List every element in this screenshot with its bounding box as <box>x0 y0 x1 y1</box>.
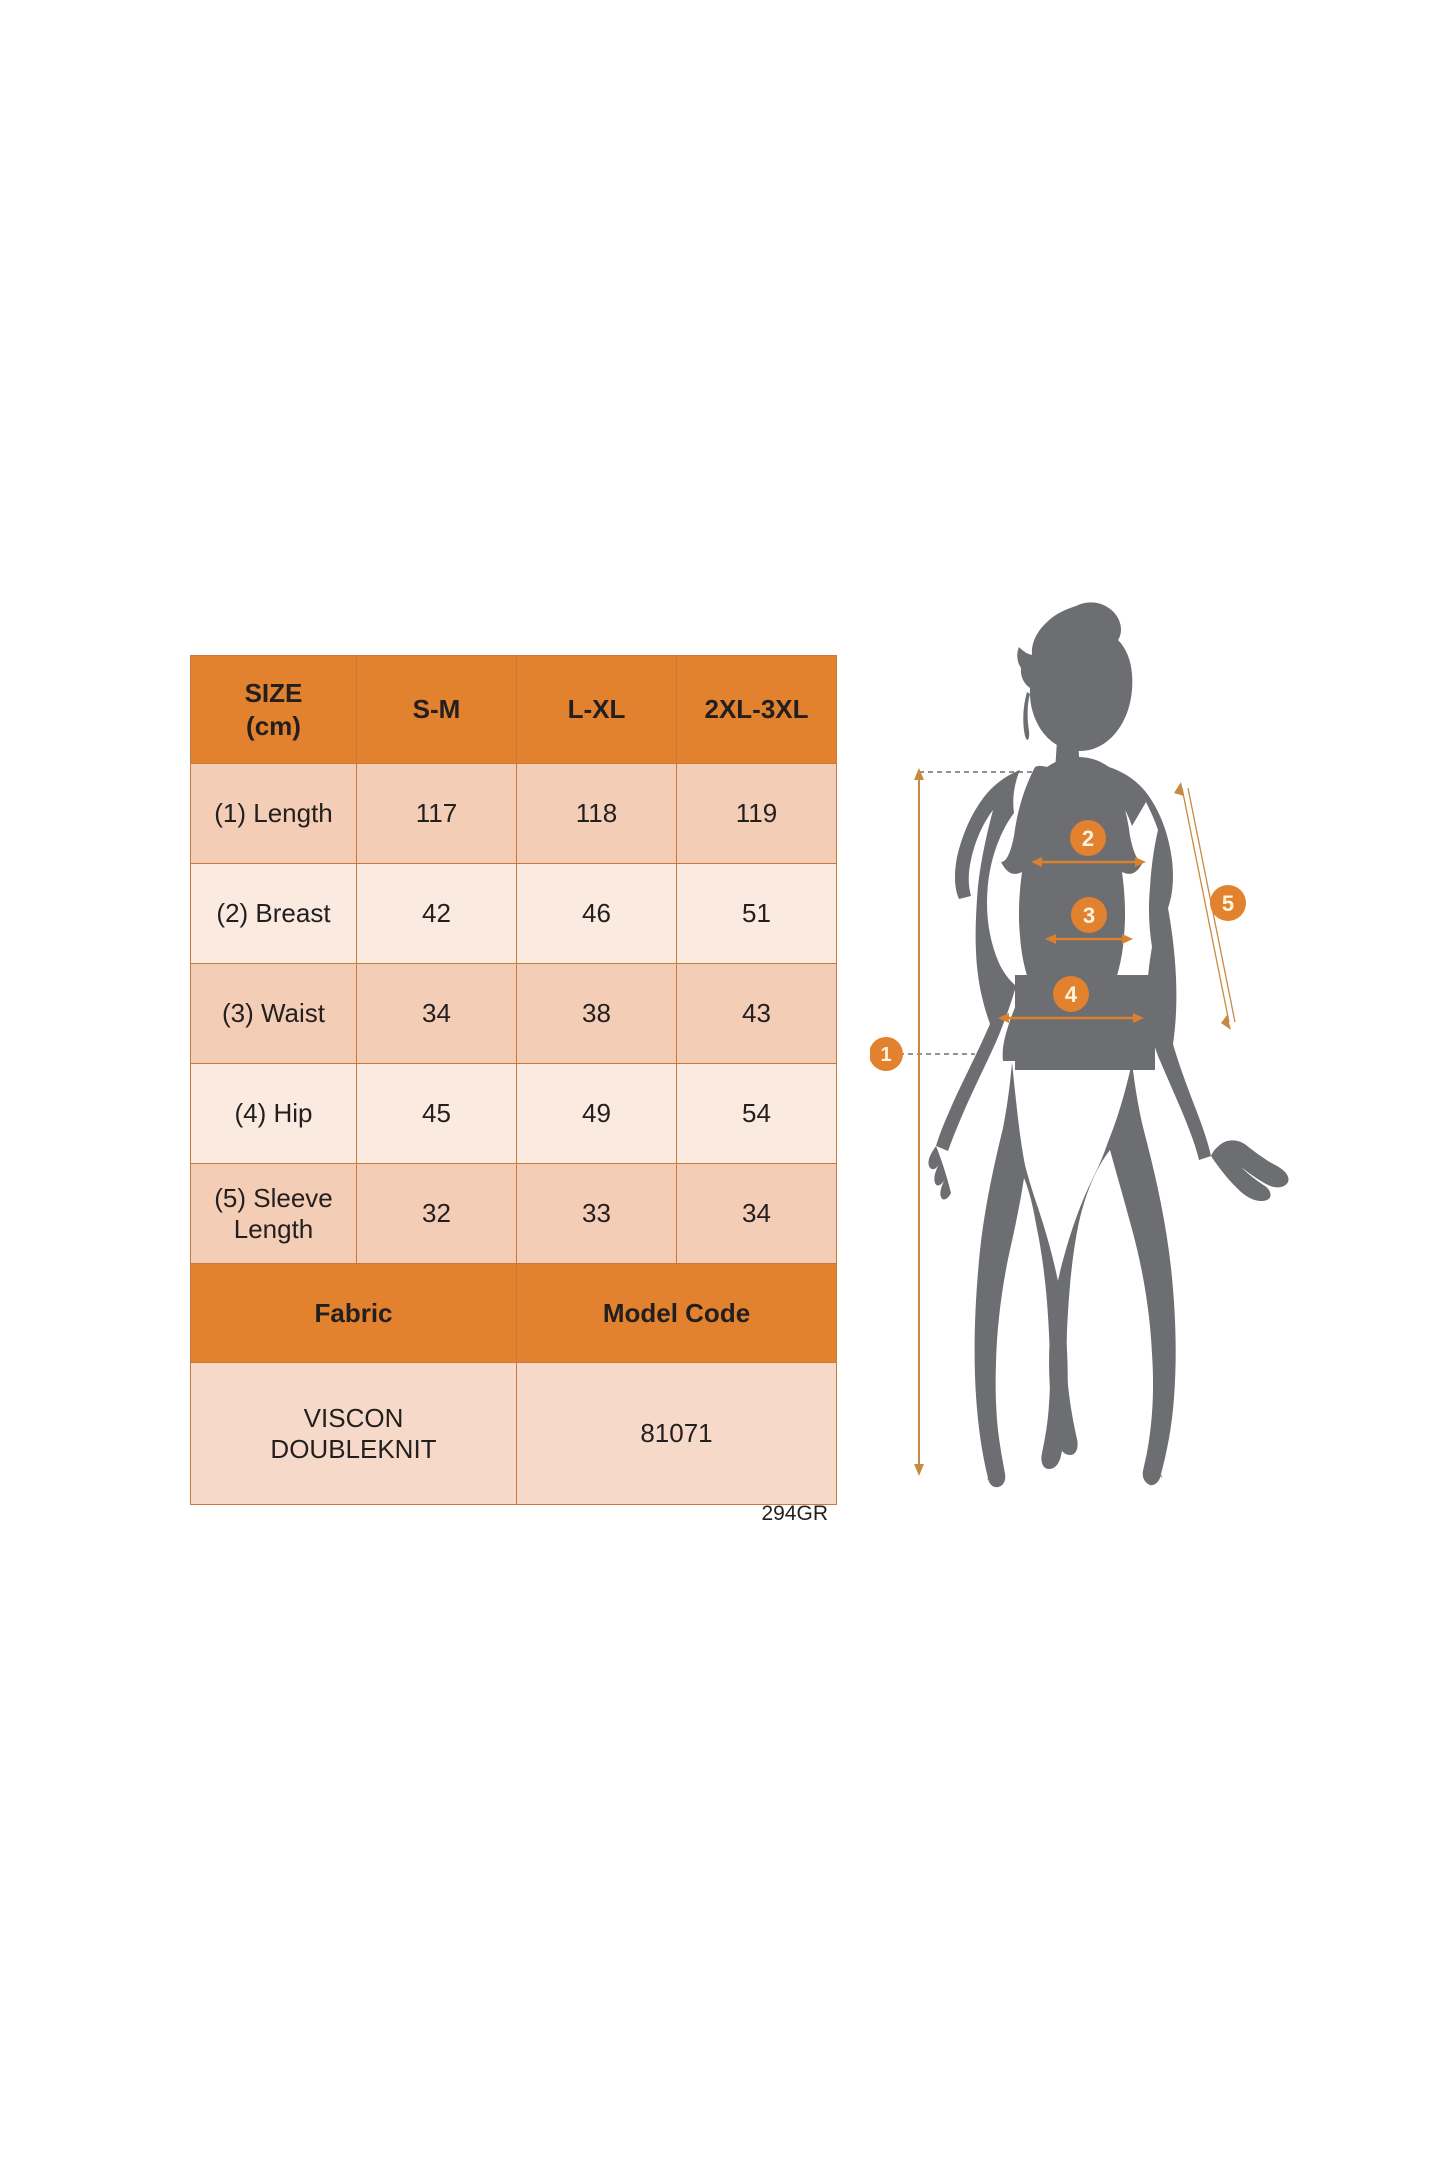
svg-text:5: 5 <box>1222 891 1234 916</box>
svg-text:4: 4 <box>1065 982 1078 1007</box>
svg-text:2: 2 <box>1082 826 1094 851</box>
svg-text:3: 3 <box>1083 903 1095 928</box>
svg-text:1: 1 <box>880 1044 891 1066</box>
